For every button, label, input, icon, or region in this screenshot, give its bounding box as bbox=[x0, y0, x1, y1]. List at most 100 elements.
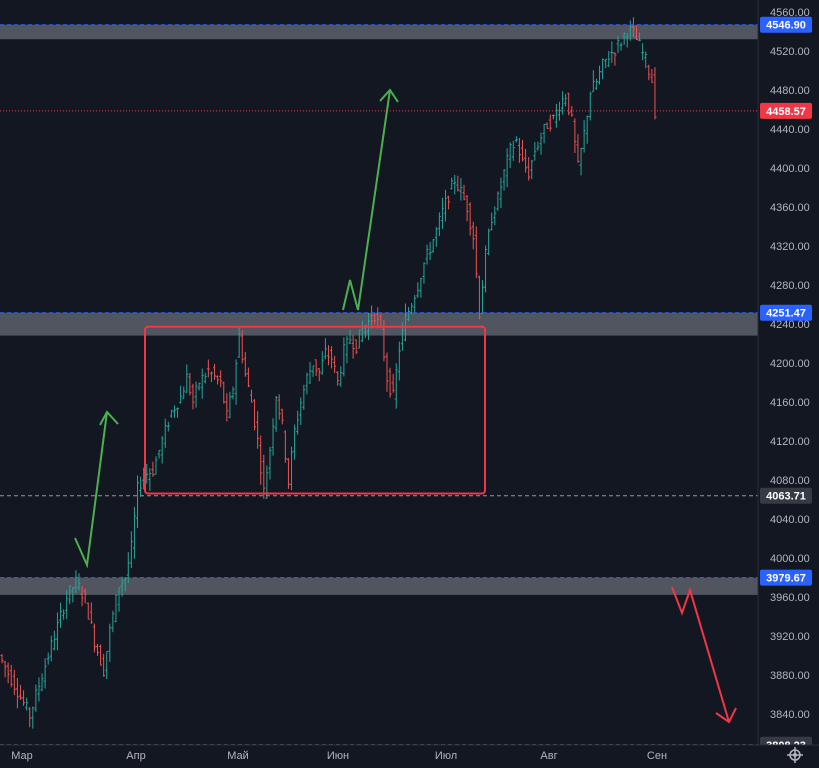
candle bbox=[622, 32, 626, 45]
candle bbox=[505, 148, 509, 188]
candle bbox=[591, 70, 595, 93]
candle bbox=[607, 51, 611, 67]
x-tick-label: Авг bbox=[540, 750, 557, 762]
candle bbox=[508, 142, 512, 168]
candle bbox=[554, 103, 558, 128]
candle bbox=[274, 396, 278, 432]
candle bbox=[394, 363, 398, 409]
candle bbox=[647, 64, 651, 81]
candle bbox=[256, 411, 260, 449]
candle bbox=[502, 169, 506, 191]
zone-1 bbox=[0, 312, 758, 336]
candle bbox=[148, 468, 152, 492]
svg-text:4063.71: 4063.71 bbox=[766, 491, 806, 503]
candle bbox=[240, 330, 244, 364]
candle bbox=[339, 366, 343, 387]
candle bbox=[277, 394, 281, 420]
candle bbox=[524, 148, 528, 173]
candle bbox=[71, 586, 75, 603]
price-axis[interactable]: 4560.00 4520.00 4480.00 4440.00 4400.00 4360.… bbox=[757, 0, 819, 753]
y-tick-label: 4160.00 bbox=[770, 397, 810, 409]
candle bbox=[625, 33, 629, 48]
candle bbox=[314, 359, 318, 377]
candle bbox=[517, 138, 521, 163]
candle bbox=[564, 93, 568, 107]
candle bbox=[320, 351, 324, 375]
candle bbox=[348, 330, 352, 345]
consolidation-box bbox=[144, 325, 486, 495]
candle bbox=[437, 212, 441, 237]
candle bbox=[588, 91, 592, 121]
zone-0 bbox=[0, 24, 758, 40]
candle bbox=[216, 375, 220, 385]
y-tick-label: 4240.00 bbox=[770, 319, 810, 331]
candle bbox=[330, 346, 334, 369]
y-tick-label: 3880.00 bbox=[770, 670, 810, 682]
candle bbox=[403, 303, 407, 342]
candle bbox=[18, 684, 22, 701]
candle bbox=[354, 339, 358, 355]
candle bbox=[598, 65, 602, 85]
candle bbox=[225, 393, 229, 422]
candle bbox=[49, 635, 53, 662]
candle bbox=[450, 177, 454, 190]
candle bbox=[228, 391, 232, 419]
candle bbox=[305, 372, 309, 395]
candle bbox=[610, 41, 614, 63]
candle bbox=[15, 677, 19, 709]
candle bbox=[46, 652, 50, 665]
candle bbox=[102, 653, 106, 677]
candle bbox=[237, 327, 241, 358]
candle bbox=[40, 673, 44, 692]
candle bbox=[89, 602, 93, 624]
candle bbox=[323, 338, 327, 360]
candle bbox=[117, 587, 121, 612]
candle bbox=[136, 475, 140, 528]
candle bbox=[253, 399, 257, 431]
horizontal-lines bbox=[0, 24, 758, 746]
candle bbox=[3, 661, 7, 678]
candle bbox=[573, 118, 577, 154]
x-tick-label: Июл bbox=[435, 750, 457, 762]
candle bbox=[631, 17, 635, 38]
candle bbox=[641, 43, 645, 61]
candle bbox=[203, 372, 207, 384]
zone-2 bbox=[0, 577, 758, 595]
candle bbox=[536, 141, 540, 151]
candle bbox=[9, 664, 13, 688]
y-tick-label: 4360.00 bbox=[770, 202, 810, 214]
candle bbox=[246, 367, 250, 388]
candle bbox=[317, 368, 321, 382]
arrow-down bbox=[671, 586, 730, 723]
x-tick-label: Июн bbox=[327, 750, 349, 762]
candle bbox=[271, 418, 275, 456]
arrowhead-down bbox=[715, 707, 737, 724]
candle bbox=[185, 364, 189, 393]
candle bbox=[616, 36, 620, 54]
candle bbox=[539, 132, 543, 155]
drawings bbox=[74, 88, 737, 724]
candle bbox=[262, 454, 266, 499]
x-tick-labels: Мар Апр Май Июн Июл Авг Сен bbox=[11, 750, 667, 762]
candle bbox=[68, 585, 72, 605]
candle bbox=[179, 385, 183, 404]
time-axis[interactable]: Мар Апр Май Июн Июл Авг Сен bbox=[0, 744, 819, 768]
candle bbox=[176, 407, 180, 418]
settings-gear-icon[interactable] bbox=[787, 747, 803, 763]
candle bbox=[447, 195, 451, 210]
candle bbox=[567, 92, 571, 116]
price-axis-background bbox=[758, 0, 819, 745]
candle bbox=[601, 58, 605, 80]
y-tick-label: 4400.00 bbox=[770, 163, 810, 175]
candle bbox=[12, 669, 16, 695]
candle bbox=[163, 418, 167, 449]
price-label-2: 4251.47 bbox=[760, 304, 812, 321]
candle bbox=[557, 101, 561, 121]
candle bbox=[55, 612, 59, 651]
candle bbox=[206, 359, 210, 378]
candle bbox=[209, 371, 213, 383]
y-tick-label: 4520.00 bbox=[770, 46, 810, 58]
candle bbox=[351, 334, 355, 359]
candle bbox=[499, 177, 503, 208]
